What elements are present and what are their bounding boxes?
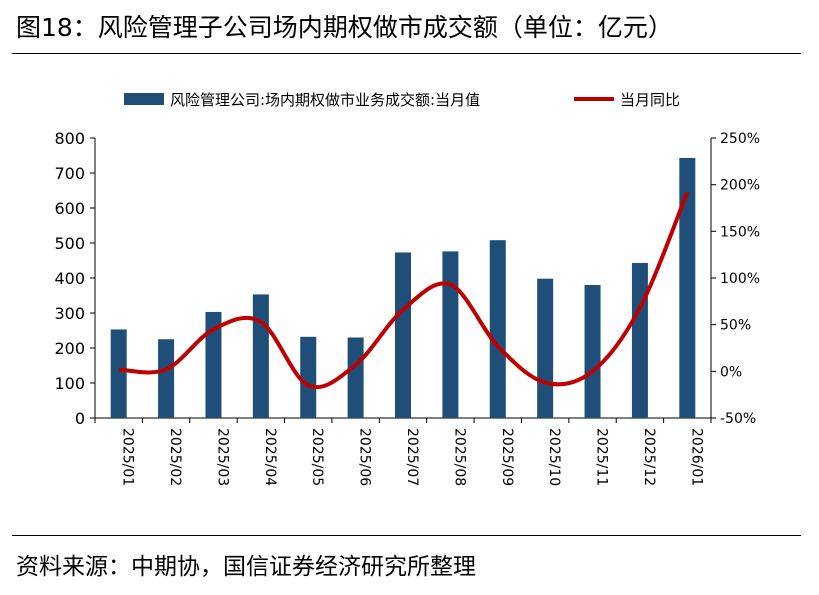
bar-2025-01: [110, 329, 127, 418]
x-tick-label: 2025/03: [214, 428, 230, 486]
x-tick-label: 2025/06: [357, 428, 373, 486]
bar-2025-07: [395, 252, 411, 418]
figure-title: 图18：风险管理子公司场内期权做市成交额（单位：亿元）: [16, 13, 673, 42]
right-tick-label: 200%: [720, 178, 760, 194]
left-tick-label: 200: [54, 339, 85, 358]
legend: 风险管理公司:场内期权做市业务成交额:当月值 当月同比: [124, 91, 680, 109]
x-tick-label: 2025/10: [546, 428, 562, 486]
x-tick-label: 2025/11: [594, 428, 610, 486]
x-tick-label: 2025/02: [167, 428, 183, 486]
left-tick-label: 100: [54, 374, 85, 393]
right-tick-label: 100%: [720, 271, 760, 287]
right-tick-label: 150%: [720, 224, 760, 240]
source-divider: [12, 535, 801, 536]
x-tick-label: 2025/12: [641, 428, 657, 486]
right-tick-label: 0%: [720, 364, 742, 380]
bar-2025-12: [631, 262, 648, 418]
left-tick-label: 0: [75, 409, 85, 428]
left-tick-label: 500: [54, 234, 85, 253]
bar-series: [110, 157, 696, 418]
bar-2026-01: [679, 157, 696, 418]
bar-2025-11: [584, 285, 601, 418]
x-tick-label: 2025/09: [499, 428, 515, 486]
bar-2025-05: [300, 336, 317, 418]
bar-2025-03: [205, 311, 222, 418]
x-tick-label: 2025/08: [451, 428, 467, 486]
right-tick-label: 50%: [720, 318, 751, 334]
bar-2025-02: [158, 339, 175, 418]
left-tick-label: 700: [54, 164, 85, 183]
bar-2025-09: [489, 240, 506, 418]
bar-2025-04: [252, 294, 269, 418]
bar-2025-10: [537, 278, 554, 418]
axes: 0 100 200 300 400 500 600 700 800 -50% 0% 50% 100% 15…: [54, 129, 760, 486]
left-tick-label: 800: [54, 129, 85, 148]
bar-2025-08: [442, 251, 459, 418]
left-tick-label: 600: [54, 199, 85, 218]
x-tick-label: 2025/01: [120, 428, 136, 486]
bar-2025-06: [347, 337, 364, 418]
left-tick-label: 300: [54, 304, 85, 323]
line-series: [118, 191, 690, 390]
x-tick-label: 2025/04: [262, 428, 278, 486]
yoy-line: [118, 191, 690, 390]
figure-source: 资料来源：中期协，国信证券经济研究所整理: [16, 554, 476, 580]
title-divider: [12, 53, 801, 54]
x-tick-label: 2025/05: [309, 428, 325, 486]
right-tick-label: 250%: [720, 131, 760, 147]
x-tick-label: 2025/07: [404, 428, 420, 486]
legend-bar-swatch: [124, 93, 164, 105]
right-tick-label: -50%: [720, 411, 756, 427]
left-tick-label: 400: [54, 269, 85, 288]
legend-bar-label: 风险管理公司:场内期权做市业务成交额:当月值: [170, 91, 480, 109]
legend-line-label: 当月同比: [620, 91, 680, 109]
x-tick-label: 2026/01: [688, 428, 704, 486]
chart: 风险管理公司:场内期权做市业务成交额:当月值 当月同比 0 100 200 300 40…: [54, 91, 760, 486]
